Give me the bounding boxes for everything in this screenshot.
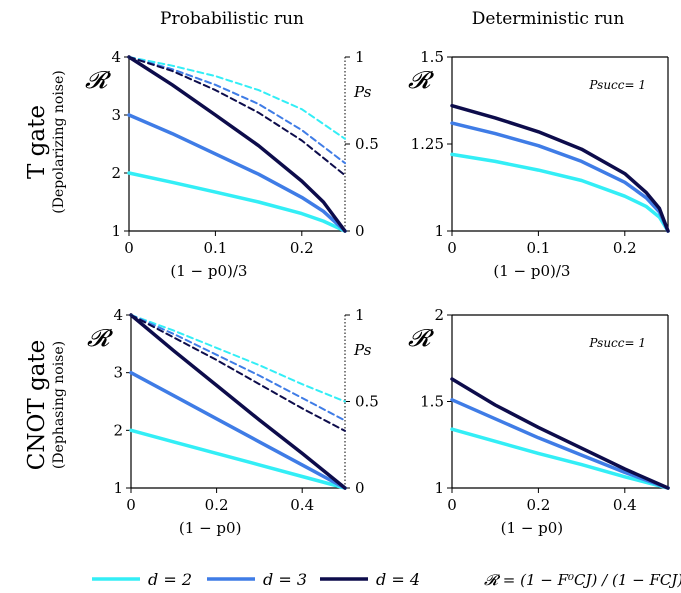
y-axis-label: 𝓡	[408, 66, 435, 94]
r-series-d3	[129, 370, 347, 490]
y2-axis-label: Ps	[353, 83, 372, 101]
y-tick-label: 4	[111, 48, 121, 66]
row-title-t-gate: T gate (Depolarizing noise)	[24, 70, 67, 214]
panel-3: 0 0.2 0.4 1 2 3 4 0 0.5 1 Ps 𝓡 (1 − p0)	[87, 306, 379, 537]
x-tick-label: 0.2	[613, 239, 637, 257]
r-series-d2	[129, 428, 347, 490]
panel-1: 0 0.1 0.2 1 2 3 4 0 0.5 1 Ps 𝓡 (1 − p0)/3	[85, 48, 379, 280]
y2-axis-label: Ps	[353, 341, 372, 359]
y-tick-label: 2	[113, 421, 123, 439]
y-tick-label: 4	[113, 306, 123, 324]
x-axis-label: (1 − p0)	[179, 519, 242, 537]
row-title-cnot-gate-label: CNOT gate	[24, 340, 50, 471]
legend-formula: 𝓡 = (1 − F⁰CJ) / (1 − FCJ)	[484, 571, 681, 589]
y-tick-label: 1.5	[420, 48, 444, 66]
y-tick-label: 1.5	[420, 393, 444, 411]
y-tick-label: 3	[113, 364, 123, 382]
y-tick-label: 2	[434, 306, 444, 324]
y-axis-label: 𝓡	[408, 324, 435, 352]
ps-series-d4	[128, 56, 346, 177]
x-tick-label: 0.2	[205, 496, 229, 514]
y2-tick-label: 0	[355, 222, 365, 240]
r-series-d4	[450, 103, 670, 233]
y-tick-label: 1	[111, 222, 121, 240]
annotation-psucc: Psucc= 1	[588, 78, 646, 92]
x-tick-label: 0.2	[526, 496, 550, 514]
x-tick-label: 0.4	[290, 496, 314, 514]
r-series-d3	[450, 121, 670, 233]
y2-tick-label: 0	[355, 479, 365, 497]
x-axis-label: (1 − p0)/3	[493, 262, 570, 280]
r-series-d3	[127, 113, 347, 233]
x-tick-label: 0	[126, 496, 136, 514]
x-axis-label: (1 − p0)/3	[170, 262, 247, 280]
r-series-d2	[450, 427, 670, 490]
r-series-d4	[129, 313, 347, 490]
row-title-cnot-gate-noise: (Dephasing noise)	[51, 341, 67, 469]
ps-series-d2	[128, 56, 346, 140]
row-title-cnot-gate: CNOT gate (Dephasing noise)	[24, 340, 67, 471]
y2-tick-label: 0.5	[355, 135, 379, 153]
ps-series-d3	[128, 56, 346, 165]
y-tick-label: 3	[111, 106, 121, 124]
legend: d = 2 d = 3 d = 4 𝓡 = (1 − F⁰CJ) / (1 − …	[92, 570, 681, 589]
x-tick-label: 0.4	[613, 496, 637, 514]
x-tick-label: 0	[447, 496, 457, 514]
column-title-deterministic: Deterministic run	[472, 9, 625, 29]
row-title-t-gate-label: T gate	[24, 105, 50, 179]
y2-tick-label: 1	[355, 48, 365, 66]
y-tick-label: 1	[113, 479, 123, 497]
x-tick-label: 0.1	[203, 239, 227, 257]
r-series-d4	[450, 377, 670, 490]
annotation-psucc: Psucc= 1	[588, 336, 646, 350]
x-axis-label: (1 − p0)	[501, 519, 564, 537]
legend-label-d4: d = 4	[376, 570, 420, 589]
y-tick-label: 1.25	[411, 135, 444, 153]
r-series-d2	[450, 152, 670, 233]
column-title-probabilistic: Probabilistic run	[160, 9, 304, 29]
panel-2: 0 0.1 0.2 1 1.25 1.5𝓡 (1 − p0)/3 Psucc= 1	[408, 48, 670, 280]
row-title-t-gate-noise: (Depolarizing noise)	[51, 70, 67, 214]
panel-4: 0 0.2 0.4 1 1.5 2𝓡 (1 − p0) Psucc= 1	[408, 306, 670, 537]
ps-series-d2	[130, 314, 346, 403]
x-tick-label: 0.1	[526, 239, 550, 257]
x-tick-label: 0	[124, 239, 134, 257]
legend-label-d2: d = 2	[148, 570, 192, 589]
y-tick-label: 2	[111, 164, 121, 182]
y2-tick-label: 0.5	[355, 393, 379, 411]
x-tick-label: 0.2	[290, 239, 314, 257]
y2-tick-label: 1	[355, 306, 365, 324]
y-axis-label: 𝓡	[87, 324, 114, 352]
panels: 0 0.1 0.2 1 2 3 4 0 0.5 1 Ps 𝓡 (1 − p0)/3 0 0.1 0.2 1 1.2…	[85, 48, 670, 537]
r-series-d2	[127, 171, 347, 233]
x-tick-label: 0	[447, 239, 457, 257]
legend-label-d3: d = 3	[263, 570, 307, 589]
y-tick-label: 1	[434, 479, 444, 497]
ps-series-d3	[130, 314, 346, 422]
r-series-d3	[450, 398, 670, 490]
ps-series-d4	[130, 314, 346, 432]
y-tick-label: 1	[434, 222, 444, 240]
y-axis-label: 𝓡	[85, 66, 112, 94]
r-series-d4	[127, 55, 347, 233]
